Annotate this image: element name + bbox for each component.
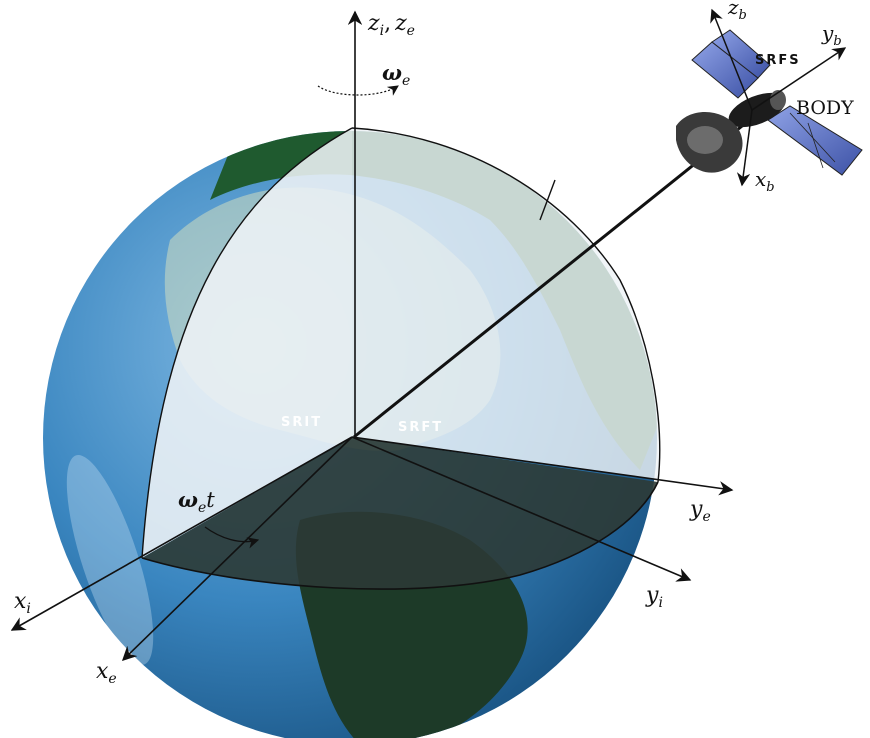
srft-label: SRFT bbox=[398, 420, 443, 435]
rotation-arrow bbox=[317, 85, 399, 96]
xb-axis-label: xb bbox=[755, 167, 775, 195]
xi-axis bbox=[10, 436, 353, 631]
xi-axis-label: xi bbox=[14, 589, 31, 617]
yi-axis-label: yi bbox=[645, 583, 663, 611]
zb-axis-label: zb bbox=[727, 0, 747, 23]
yi-axis bbox=[351, 436, 692, 582]
ye-axis-label: ye bbox=[689, 497, 711, 525]
yb-axis-label: yb bbox=[821, 21, 842, 49]
satellite-position-vector bbox=[353, 116, 753, 439]
srft-light-sector bbox=[352, 128, 660, 480]
srfs-label: SRFS bbox=[755, 53, 801, 68]
zb-axis bbox=[710, 8, 753, 111]
z-axis-label: zi, ze bbox=[367, 11, 415, 39]
xe-axis bbox=[121, 436, 353, 662]
equatorial-sector bbox=[142, 437, 658, 590]
srit-label: SRIT bbox=[281, 415, 322, 430]
body-label: BODY bbox=[796, 97, 854, 119]
omega-e-label: ωe bbox=[382, 60, 410, 89]
xb-axis bbox=[736, 109, 753, 187]
yb-axis bbox=[751, 47, 847, 111]
ye-axis bbox=[351, 436, 734, 496]
omega-e-t-label: ωet bbox=[178, 487, 215, 516]
srit-light-sector bbox=[142, 128, 352, 558]
xe-axis-label: xe bbox=[96, 659, 117, 687]
omega-t-arc bbox=[204, 526, 260, 549]
